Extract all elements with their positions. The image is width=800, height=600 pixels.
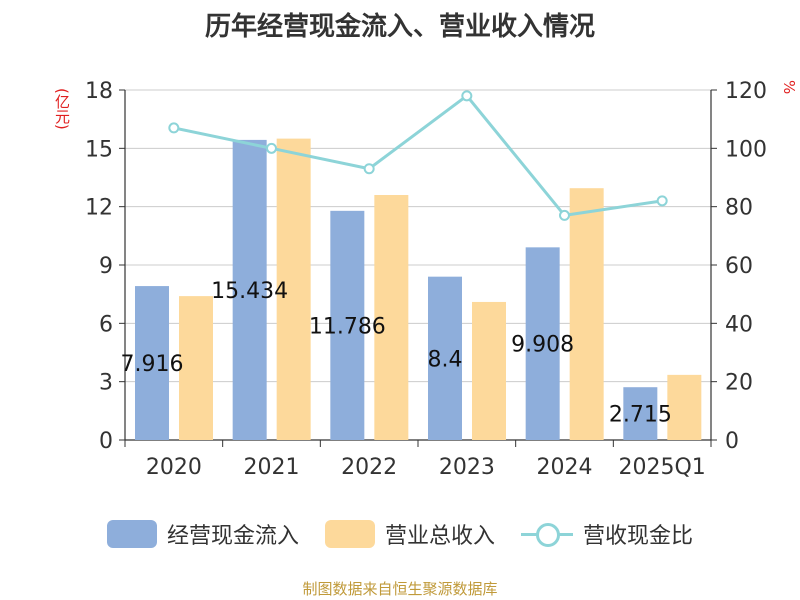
ratio-point [168, 122, 180, 134]
bar-revenue [667, 374, 702, 440]
ratio-point [656, 195, 668, 207]
bar-cash-inflow [232, 139, 267, 440]
bar-cash-inflow [428, 276, 462, 440]
ratio-point [559, 209, 570, 221]
bar-revenue [374, 195, 409, 440]
cash-inflow-data-label: 7.916 [121, 352, 184, 377]
cash-inflow-data-label: 9.908 [511, 333, 574, 358]
bar-cash-inflow [525, 247, 560, 440]
x-axis-tick-label: 2020 [146, 455, 202, 480]
left-axis-unit: (亿元) [53, 88, 71, 130]
chart-legend: 经营现金流入 营业总收入 营收现金比 [0, 518, 800, 550]
legend-label-ratio: 营收现金比 [583, 524, 694, 549]
ratio-line [173, 93, 663, 218]
right-axis-tick-label: 40 [725, 312, 753, 337]
cash-inflow-data-label: 8.4 [428, 347, 463, 372]
right-axis-tick-label: 120 [725, 79, 767, 104]
left-axis-tick-label: 3 [99, 371, 113, 396]
legend-item-cash[interactable]: 经营现金流入 [106, 518, 299, 550]
ratio-line-marker-icon [521, 520, 573, 548]
left-axis-tick-label: 0 [99, 429, 113, 454]
ratio-point [461, 90, 473, 102]
data-source: 制图数据来自恒生聚源数据库 [302, 580, 498, 598]
x-axis-tick-label: 2023 [439, 455, 495, 480]
revenue-swatch-icon [324, 520, 375, 548]
bar-revenue [276, 138, 311, 440]
left-axis-tick-label: 18 [85, 79, 113, 104]
x-axis-tick-label: 2024 [537, 455, 593, 480]
cash-swatch-icon [106, 520, 157, 548]
x-axis-tick-label: 2021 [244, 455, 300, 480]
ratio-point [266, 142, 277, 154]
bar-cash-inflow [135, 286, 169, 440]
chart-title: 历年经营现金流入、营业收入情况 [204, 12, 595, 42]
legend-item-ratio[interactable]: 营收现金比 [521, 518, 693, 550]
bar-revenue [472, 301, 506, 440]
bar-revenue [179, 296, 213, 440]
right-axis-tick-label: 20 [725, 371, 753, 396]
legend-item-revenue[interactable]: 营业总收入 [324, 518, 495, 550]
cash-inflow-data-label: 11.786 [309, 314, 386, 339]
right-axis-tick-label: 100 [725, 137, 767, 162]
legend-label-cash: 经营现金流入 [166, 524, 299, 549]
x-axis-tick-label: 2022 [341, 455, 397, 480]
cash-inflow-data-label: 2.715 [609, 403, 672, 428]
legend-label-revenue: 营业总收入 [384, 524, 495, 549]
left-axis-tick-label: 6 [99, 312, 113, 337]
x-axis-tick-label: 2025Q1 [619, 455, 706, 480]
right-axis-tick-label: 80 [725, 196, 753, 221]
ratio-point [363, 163, 375, 175]
right-axis-tick-label: 60 [725, 254, 753, 279]
bar-cash-inflow [330, 210, 365, 440]
cash-inflow-data-label: 15.434 [211, 279, 288, 304]
right-axis-unit: % [780, 80, 798, 95]
left-axis-tick-label: 9 [99, 254, 113, 279]
bar-revenue [569, 188, 604, 440]
bar-cash-inflow [623, 387, 658, 440]
left-axis-tick-label: 12 [85, 196, 113, 221]
right-axis-tick-label: 0 [725, 429, 739, 454]
left-axis-tick-label: 15 [85, 137, 113, 162]
